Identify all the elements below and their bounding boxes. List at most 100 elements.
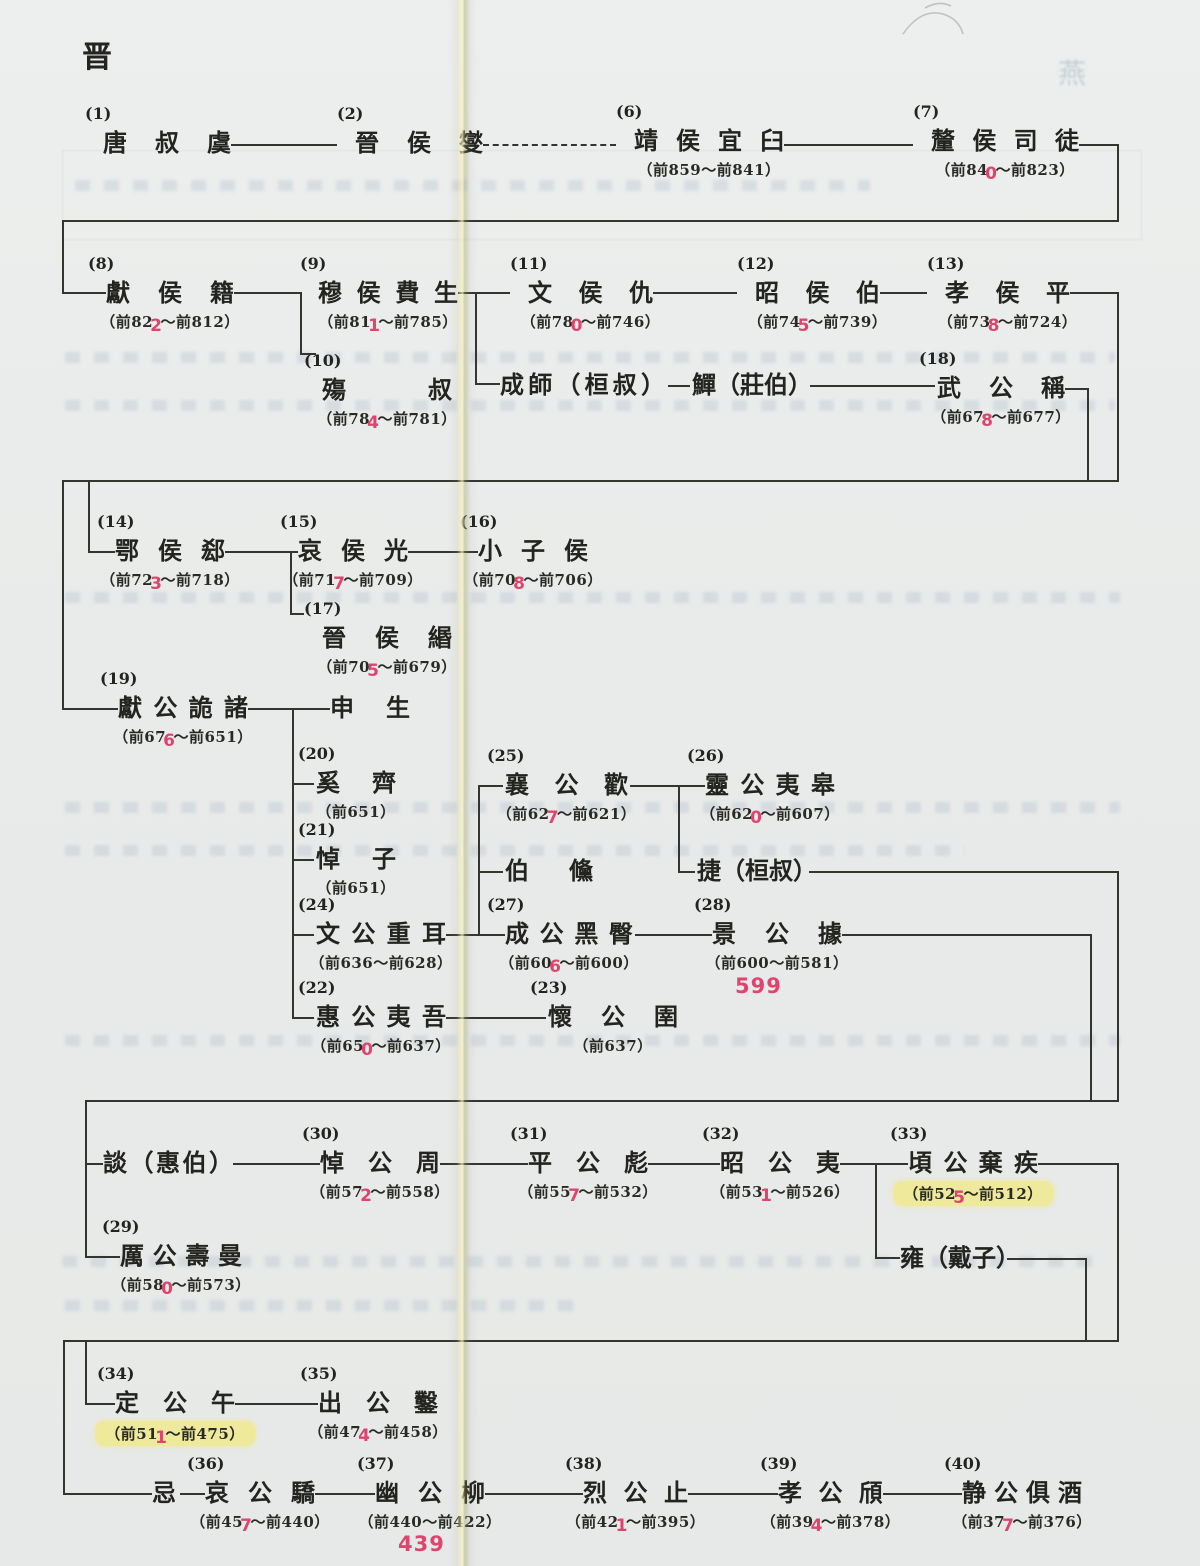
connector-line [1117, 292, 1119, 482]
connector-line [1007, 1258, 1085, 1260]
red-correction-digit: 6 [163, 731, 176, 751]
person-name: 武公稱 [937, 373, 1093, 402]
reign-dates: （前651） [316, 803, 396, 821]
generation-number: (12) [737, 254, 775, 273]
connector-line [62, 708, 118, 710]
generation-number: (30) [302, 1124, 340, 1143]
reign-dates: （前394～前378） [760, 1513, 901, 1536]
connector-line [840, 1163, 908, 1165]
reign-dates: （前440～前422） [358, 1513, 502, 1531]
bleedthrough-text [65, 352, 1115, 363]
connector-line [85, 1256, 120, 1258]
red-correction-digit: 7 [1002, 1516, 1015, 1536]
connector-line [225, 551, 298, 553]
red-correction-digit: 1 [760, 1186, 773, 1206]
connector-line [85, 1163, 103, 1165]
connector-line [234, 292, 300, 294]
connector-line [1065, 388, 1087, 390]
person-name: 烈公止 [583, 1478, 705, 1507]
generation-number: (10) [304, 351, 342, 370]
generation-number: (37) [357, 1454, 395, 1473]
person-name: 昭公夷 [720, 1148, 864, 1177]
reign-dates: （前822～前812） [100, 313, 240, 336]
generation-number: (26) [687, 746, 725, 765]
connector-line [678, 871, 695, 873]
reign-dates: （前705～前679） [317, 658, 457, 681]
person-name: 悼公周 [320, 1148, 464, 1177]
person-name: 文公重耳 [316, 919, 458, 948]
connector-line [809, 871, 1118, 873]
connector-line [62, 480, 1119, 482]
bleedthrough-character: 燕 [1058, 57, 1087, 90]
connector-line [88, 551, 115, 553]
generation-number: (32) [702, 1124, 740, 1143]
connector-line [842, 934, 1090, 936]
generation-number: (20) [298, 744, 336, 763]
person-name: 出公鑿 [318, 1388, 462, 1417]
handwritten-correction: 439 [398, 1532, 445, 1556]
person-name: 捷（桓叔） [697, 856, 817, 885]
red-correction-digit: 7 [568, 1186, 581, 1206]
person-name: 平公彪 [528, 1148, 672, 1177]
generation-number: (6) [616, 102, 643, 121]
person-name: 孝公頎 [778, 1478, 900, 1507]
reign-dates: （前840～前823） [935, 161, 1075, 184]
red-correction-digit: 2 [150, 316, 163, 336]
person-name: 靖侯宜臼 [634, 126, 802, 155]
connector-line [810, 385, 935, 387]
connector-line [880, 292, 927, 294]
red-correction-digit: 8 [987, 316, 1000, 336]
person-name: 静公俱酒 [962, 1478, 1090, 1507]
person-name: 成公黑臀 [505, 919, 644, 948]
person-name: 成師（桓叔） [500, 370, 670, 399]
connector-line [248, 708, 330, 710]
connector-line [875, 1257, 900, 1259]
reign-dates: （前525～前512） [893, 1181, 1053, 1208]
connector-line [63, 1340, 65, 1493]
connector-line [62, 220, 64, 294]
reign-dates: （前457～前440） [190, 1513, 330, 1536]
person-name: 昭侯伯 [755, 278, 907, 307]
reign-dates: （前627～前621） [496, 805, 637, 828]
connector-line [1117, 1163, 1119, 1342]
connector-line [1090, 934, 1092, 1102]
bleedthrough-text [65, 592, 1120, 603]
connector-line [630, 785, 705, 787]
red-correction-digit: 0 [750, 808, 763, 828]
person-name: 殤叔 [322, 375, 534, 404]
bleedthrough-text [65, 845, 965, 856]
red-correction-digit: 0 [570, 316, 583, 336]
person-name: 哀公驕 [205, 1478, 334, 1507]
connector-line [231, 144, 337, 146]
red-correction-digit: 0 [985, 164, 998, 184]
generation-number: (1) [85, 104, 112, 123]
reign-dates: （前474～前458） [308, 1423, 448, 1446]
generation-number: (21) [298, 820, 336, 839]
reign-dates: （前738～前724） [937, 313, 1078, 336]
person-name: 鄂侯郄 [115, 536, 244, 565]
connector-line [478, 785, 503, 787]
reign-dates: （前784～前781） [317, 410, 457, 433]
reign-dates: （前636～前628） [309, 954, 453, 972]
generation-number: (24) [298, 895, 336, 914]
red-correction-digit: 5 [953, 1188, 966, 1208]
person-name: 懷公圉 [548, 1002, 707, 1031]
red-correction-digit: 5 [367, 661, 380, 681]
connector-line [635, 934, 712, 936]
generation-number: (19) [100, 669, 138, 688]
reign-dates: （前811～前785） [318, 313, 458, 336]
connector-line [475, 383, 500, 385]
person-name: 晉侯緡 [322, 623, 481, 652]
connector-line [678, 785, 680, 873]
bleedthrough-text [65, 802, 1120, 813]
reign-dates: （前637） [573, 1037, 653, 1055]
generation-number: (36) [187, 1454, 225, 1473]
generation-number: (23) [530, 978, 568, 997]
connector-line [85, 1403, 115, 1405]
generation-number: (8) [88, 254, 115, 273]
generation-number: (35) [300, 1364, 338, 1383]
connector-line [653, 292, 737, 294]
connector-line [1038, 1163, 1119, 1165]
connector-line [292, 934, 314, 936]
person-name: 穆侯費生 [318, 278, 473, 307]
